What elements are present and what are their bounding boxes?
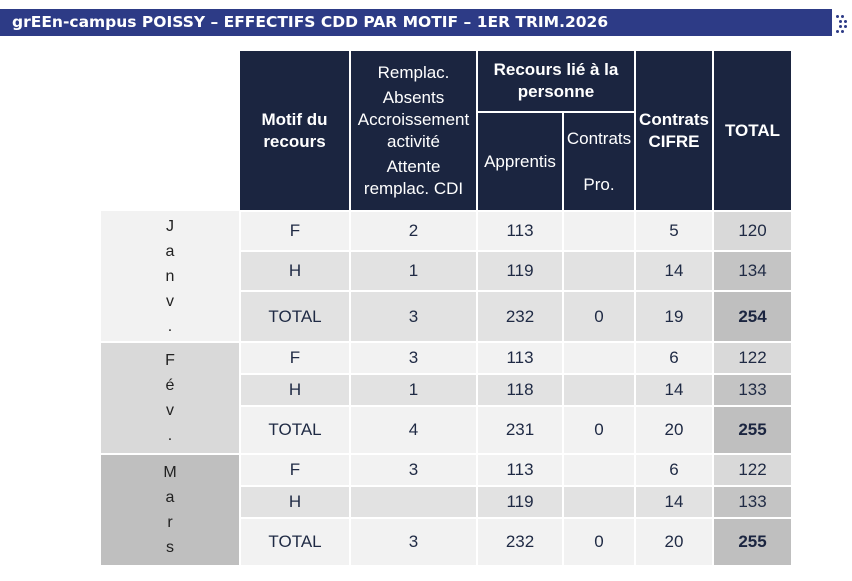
cell-motif: H (240, 374, 351, 407)
cell-cifre: 5 (635, 211, 714, 252)
cell-apprentis: 232 (477, 291, 564, 343)
cell-remplac: 3 (350, 291, 478, 343)
header-remplac: Remplac. (377, 62, 450, 82)
table-row-total: TOTAL 3 232 0 19 254 (101, 291, 793, 343)
cell-contrats-pro (563, 251, 636, 292)
header-motif-line1: Motif du (261, 109, 328, 129)
cell-contrats-pro (563, 211, 636, 252)
header-attente: Attente (386, 156, 441, 176)
cell-contrats-pro: 0 (563, 406, 636, 455)
header-contrats-pro-line1: Contrats (566, 128, 632, 148)
header-motif: Motif du recours (240, 51, 351, 212)
cell-motif: H (240, 486, 351, 519)
table-row-total: TOTAL 4 231 0 20 255 (101, 406, 793, 455)
cell-apprentis: 113 (477, 211, 564, 252)
cell-contrats-pro (563, 342, 636, 375)
header-activite: activité (387, 131, 440, 151)
cell-apprentis: 119 (477, 251, 564, 292)
page-title: grEEn-campus POISSY – EFFECTIFS CDD PAR … (12, 13, 609, 31)
cell-cifre: 6 (635, 454, 714, 487)
cell-motif: TOTAL (240, 291, 351, 343)
cell-remplac (350, 486, 478, 519)
cell-apprentis: 118 (477, 374, 564, 407)
cell-cifre: 19 (635, 291, 714, 343)
cell-apprentis: 113 (477, 454, 564, 487)
cdd-table: Motif du recours Remplac. Absents Accroi… (101, 51, 793, 567)
cell-apprentis: 119 (477, 486, 564, 519)
cell-apprentis: 231 (477, 406, 564, 455)
cell-total: 122 (713, 454, 793, 487)
header-accroissement: Accroissement (357, 109, 470, 129)
cell-contrats-pro (563, 374, 636, 407)
cell-remplac: 2 (350, 211, 478, 252)
cell-motif: TOTAL (240, 518, 351, 567)
cell-cifre: 20 (635, 406, 714, 455)
table-row: H 119 14 133 (101, 486, 793, 519)
cell-apprentis: 232 (477, 518, 564, 567)
cell-remplac: 4 (350, 406, 478, 455)
cell-remplac: 3 (350, 454, 478, 487)
dots-menu-icon (834, 13, 848, 35)
table-row-total: TOTAL 3 232 0 20 255 (101, 518, 793, 567)
cell-motif: TOTAL (240, 406, 351, 455)
table-row: H 1 119 14 134 (101, 251, 793, 292)
cell-remplac: 3 (350, 342, 478, 375)
cell-total: 122 (713, 342, 793, 375)
header-cifre: Contrats CIFRE (635, 51, 714, 212)
cell-total: 134 (713, 251, 793, 292)
cell-cifre: 14 (635, 374, 714, 407)
cell-total: 133 (713, 486, 793, 519)
cell-motif: F (240, 211, 351, 252)
header-replacement: Remplac. Absents Accroissement activité … (350, 51, 478, 212)
header-contrats-pro-line2: Pro. (583, 174, 615, 194)
page-title-banner: grEEn-campus POISSY – EFFECTIFS CDD PAR … (0, 9, 832, 36)
cell-total: 133 (713, 374, 793, 407)
header-recours-line2: personne (517, 82, 595, 101)
table-row: H 1 118 14 133 (101, 374, 793, 407)
cell-contrats-pro (563, 486, 636, 519)
header-absents: Absents (382, 87, 445, 107)
cell-cifre: 14 (635, 486, 714, 519)
cell-apprentis: 113 (477, 342, 564, 375)
header-cifre-line1: Contrats (639, 109, 709, 129)
cell-total: 120 (713, 211, 793, 252)
corner-blank (101, 51, 240, 211)
cell-total: 254 (713, 291, 793, 343)
cell-cifre: 20 (635, 518, 714, 567)
cell-motif: H (240, 251, 351, 292)
cell-contrats-pro: 0 (563, 518, 636, 567)
header-recours-personne: Recours lié à la personne (477, 51, 636, 113)
header-apprentis: Apprentis (477, 112, 564, 212)
header-remplac-cdi: remplac. CDI (363, 178, 464, 198)
cell-remplac: 1 (350, 374, 478, 407)
cell-remplac: 1 (350, 251, 478, 292)
cell-cifre: 14 (635, 251, 714, 292)
cell-cifre: 6 (635, 342, 714, 375)
cell-total: 255 (713, 518, 793, 567)
header-recours-line1: Recours lié à la (493, 60, 619, 79)
header-cifre-line2: CIFRE (648, 131, 700, 151)
cell-contrats-pro: 0 (563, 291, 636, 343)
cell-motif: F (240, 454, 351, 487)
cell-contrats-pro (563, 454, 636, 487)
header-motif-line2: recours (263, 131, 326, 151)
cell-motif: F (240, 342, 351, 375)
cell-total: 255 (713, 406, 793, 455)
header-contrats-pro: Contrats Pro. (563, 112, 636, 212)
cell-remplac: 3 (350, 518, 478, 567)
header-total: TOTAL (713, 51, 793, 212)
